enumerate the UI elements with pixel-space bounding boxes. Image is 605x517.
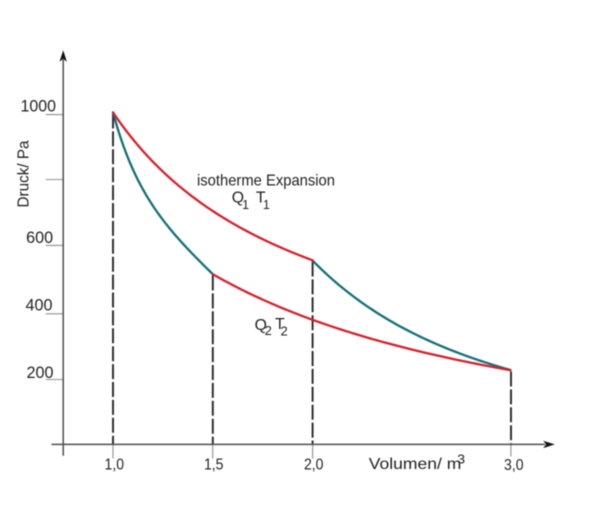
svg-text:Q: Q [232, 190, 244, 207]
svg-text:T: T [256, 190, 266, 207]
svg-text:2: 2 [265, 323, 272, 338]
svg-text:3: 3 [457, 452, 465, 467]
svg-text:2,0: 2,0 [304, 457, 324, 474]
svg-text:600: 600 [26, 229, 53, 247]
svg-text:1,5: 1,5 [204, 457, 224, 474]
svg-text:2: 2 [281, 324, 288, 339]
svg-text:Druck/ Pa: Druck/ Pa [15, 140, 32, 207]
svg-text:Volumen/ m: Volumen/ m [369, 456, 462, 473]
svg-text:400: 400 [26, 297, 53, 315]
svg-text:1: 1 [263, 198, 270, 212]
svg-text:1,0: 1,0 [105, 457, 125, 474]
svg-text:200: 200 [27, 364, 54, 382]
svg-text:isotherme Expansion: isotherme Expansion [197, 172, 335, 189]
svg-text:T: T [275, 316, 285, 333]
svg-text:3,0: 3,0 [504, 457, 524, 474]
svg-text:1: 1 [242, 198, 249, 212]
svg-text:1000: 1000 [21, 98, 57, 116]
svg-text:Q: Q [255, 317, 267, 334]
